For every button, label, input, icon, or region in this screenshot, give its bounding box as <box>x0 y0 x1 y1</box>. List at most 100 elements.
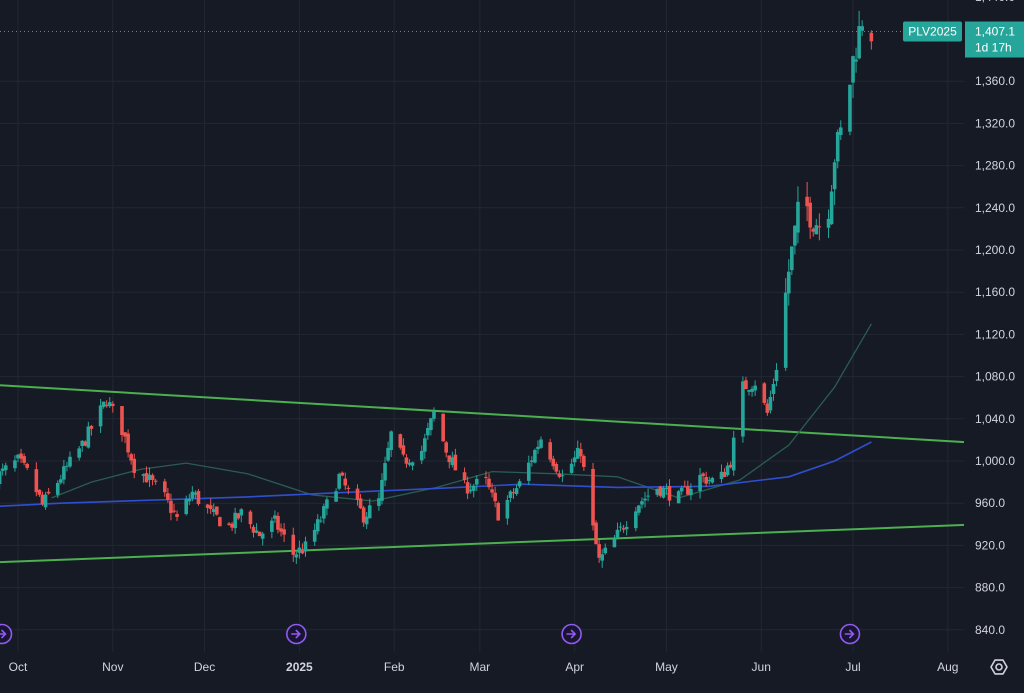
candle-up[interactable] <box>508 491 513 498</box>
candle-up[interactable] <box>848 84 852 132</box>
candle-down[interactable] <box>597 544 601 558</box>
candle-down[interactable] <box>120 406 124 435</box>
candle-up[interactable] <box>101 401 106 407</box>
candle-down[interactable] <box>591 468 595 526</box>
candle-up[interactable] <box>505 499 510 519</box>
event-marker-icon[interactable] <box>561 623 582 645</box>
candle-up[interactable] <box>851 56 855 83</box>
candle-up[interactable] <box>325 499 329 509</box>
candle-up[interactable] <box>768 396 773 411</box>
candle-down[interactable] <box>441 413 445 442</box>
candle-up[interactable] <box>471 485 476 491</box>
candle-up[interactable] <box>741 381 745 437</box>
candle-up[interactable] <box>294 554 299 558</box>
candle-up[interactable] <box>750 388 754 392</box>
candle-up[interactable] <box>854 59 858 62</box>
candle-up[interactable] <box>624 526 629 530</box>
candle-up[interactable] <box>107 402 112 407</box>
candle-down[interactable] <box>398 434 403 448</box>
candle-up[interactable] <box>679 487 684 492</box>
candle-down[interactable] <box>404 457 409 464</box>
candle-down[interactable] <box>251 526 256 533</box>
candle-down[interactable] <box>401 445 406 455</box>
candle-up[interactable] <box>612 538 617 548</box>
candle-up[interactable] <box>383 463 387 481</box>
candle-down[interactable] <box>493 492 497 502</box>
candle-up[interactable] <box>422 438 427 452</box>
candle-up[interactable] <box>59 479 63 483</box>
candle-down[interactable] <box>343 478 348 486</box>
candle-up[interactable] <box>655 488 660 495</box>
candle-up[interactable] <box>783 292 788 368</box>
candle-up[interactable] <box>450 457 455 466</box>
candle-down[interactable] <box>444 442 449 453</box>
candle-up[interactable] <box>689 489 693 496</box>
candle-up[interactable] <box>829 191 834 225</box>
candle-down[interactable] <box>83 441 88 446</box>
candle-up[interactable] <box>676 491 681 504</box>
candle-up[interactable] <box>664 488 669 490</box>
candle-down[interactable] <box>554 463 559 472</box>
candle-up[interactable] <box>3 465 8 471</box>
candle-down[interactable] <box>805 196 809 207</box>
candle-down[interactable] <box>227 523 231 525</box>
candle-up[interactable] <box>539 439 543 448</box>
candle-down[interactable] <box>175 514 179 517</box>
candle-down[interactable] <box>548 442 552 460</box>
candle-down[interactable] <box>453 454 458 471</box>
candle-down[interactable] <box>276 515 280 530</box>
candle-down[interactable] <box>132 458 137 473</box>
candle-down[interactable] <box>230 523 234 528</box>
candle-up[interactable] <box>426 427 430 436</box>
candle-up[interactable] <box>832 162 837 190</box>
candle-down[interactable] <box>25 463 29 468</box>
candle-up[interactable] <box>55 482 60 495</box>
candle-up[interactable] <box>698 474 702 492</box>
candle-down[interactable] <box>169 500 173 513</box>
candle-up[interactable] <box>753 385 757 391</box>
candle-down[interactable] <box>811 228 816 232</box>
candle-up[interactable] <box>575 447 580 459</box>
candle-down[interactable] <box>163 481 167 493</box>
candle-up[interactable] <box>572 457 577 463</box>
candle-up[interactable] <box>707 479 712 481</box>
candle-up[interactable] <box>646 495 650 497</box>
candle-down[interactable] <box>490 489 494 493</box>
candle-down[interactable] <box>236 513 241 519</box>
candle-down[interactable] <box>282 529 286 535</box>
candle-up[interactable] <box>303 541 308 552</box>
candle-down[interactable] <box>658 486 663 496</box>
candle-up[interactable] <box>364 516 369 525</box>
candle-down[interactable] <box>557 473 562 477</box>
candle-up[interactable] <box>410 462 415 466</box>
candle-down[interactable] <box>346 487 351 489</box>
candle-down[interactable] <box>762 383 767 403</box>
candle-up[interactable] <box>530 460 534 462</box>
candle-up[interactable] <box>184 499 189 515</box>
candle-up[interactable] <box>337 473 341 489</box>
candle-up[interactable] <box>725 465 730 476</box>
candle-up[interactable] <box>710 477 715 483</box>
candle-up[interactable] <box>771 383 776 394</box>
candle-up[interactable] <box>367 505 372 519</box>
candle-up[interactable] <box>68 456 72 467</box>
candle-up[interactable] <box>312 529 317 542</box>
candle-up[interactable] <box>334 491 338 502</box>
candle-down[interactable] <box>701 473 705 476</box>
candle-down[interactable] <box>144 473 149 483</box>
candle-down[interactable] <box>722 471 727 478</box>
candle-up[interactable] <box>432 411 436 419</box>
time-axis[interactable]: Oct Nov Dec 2025 Feb Mar Apr May Jun Jul Aug <box>0 652 1024 693</box>
candle-down[interactable] <box>808 202 812 228</box>
candle-down[interactable] <box>465 482 470 494</box>
candle-down[interactable] <box>19 453 23 459</box>
candle-up[interactable] <box>62 466 66 480</box>
candle-up[interactable] <box>560 475 565 477</box>
candle-up[interactable] <box>618 526 623 528</box>
candle-up[interactable] <box>731 437 736 471</box>
price-axis[interactable]: 1,440.0 1,360.0 1,320.0 1,280.0 1,240.0 1,200… <box>964 0 1024 693</box>
candle-down[interactable] <box>22 456 26 463</box>
candle-up[interactable] <box>640 501 644 505</box>
candle-up[interactable] <box>569 463 574 473</box>
candle-up[interactable] <box>826 218 831 228</box>
